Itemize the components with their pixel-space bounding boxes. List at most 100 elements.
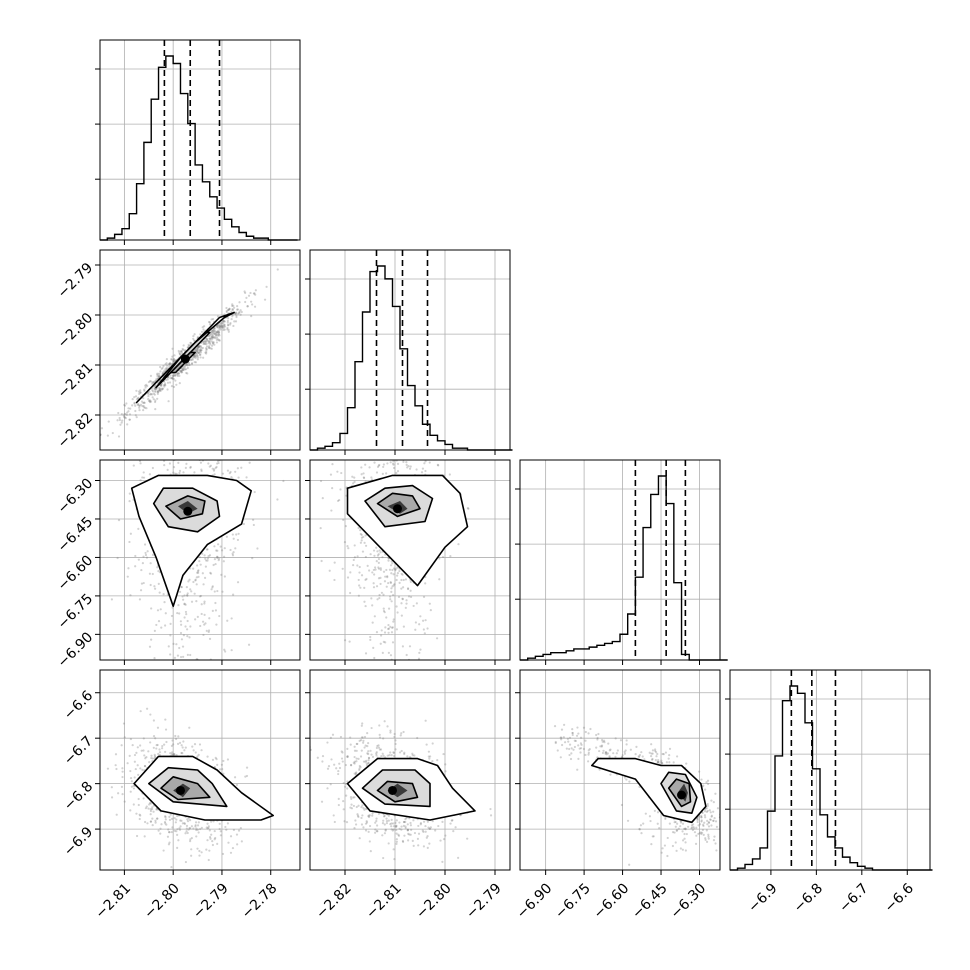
sample-point [205, 548, 209, 551]
sample-point [360, 736, 364, 739]
sample-point [367, 756, 371, 759]
sample-point [383, 631, 387, 634]
contour-line-1 [364, 484, 434, 528]
sample-point [205, 411, 207, 413]
sample-point [391, 626, 394, 629]
sample-point [134, 565, 137, 568]
sample-point [182, 367, 186, 370]
sample-point [391, 641, 395, 644]
sample-point [367, 759, 370, 762]
sample-point [190, 362, 194, 365]
sample-point [143, 388, 146, 391]
sample-point [186, 619, 189, 623]
sample-point [390, 600, 393, 603]
sample-point [120, 744, 123, 747]
sample-point [134, 409, 137, 413]
sample-point [429, 609, 432, 612]
sample-point [239, 827, 242, 830]
sample-point [139, 391, 142, 394]
sample-point [142, 397, 145, 400]
sample-point [182, 740, 185, 743]
sample-point [206, 557, 210, 560]
sample-point [231, 315, 234, 318]
sample-point [149, 813, 152, 816]
sample-point [373, 573, 376, 576]
sample-point [217, 331, 220, 334]
sample-point [379, 634, 383, 637]
sample-point [356, 814, 360, 817]
sample-point [199, 333, 202, 336]
sample-point [449, 313, 451, 315]
sample-point [200, 612, 203, 616]
sample-point [220, 324, 223, 327]
sample-point [356, 742, 359, 746]
sample-point [450, 819, 453, 822]
sample-point [200, 443, 202, 445]
sample-point [137, 404, 141, 407]
sample-point [186, 628, 189, 631]
sample-point [366, 564, 369, 568]
histogram-frame [729, 669, 931, 871]
sample-point [660, 761, 663, 764]
sample-point [125, 402, 128, 405]
sample-point [384, 439, 386, 441]
sample-point [357, 815, 360, 819]
sample-point [225, 455, 227, 457]
sample-point [159, 608, 162, 611]
sample-point [234, 312, 238, 315]
sample-point [387, 673, 389, 675]
sample-point [707, 837, 710, 840]
sample-point [154, 819, 157, 822]
sample-point [342, 808, 345, 811]
sample-point [199, 594, 203, 598]
sample-point [449, 555, 452, 558]
sample-point [185, 371, 188, 375]
sample-point [417, 832, 421, 835]
sample-point [373, 566, 377, 569]
sample-point [215, 465, 218, 469]
sample-point [185, 830, 188, 833]
sample-point [176, 374, 179, 378]
sample-point [369, 849, 372, 853]
sample-point [379, 582, 382, 586]
sample-point [398, 581, 401, 584]
sample-point [217, 557, 221, 560]
sample-point [399, 734, 402, 737]
sample-point [355, 760, 358, 763]
sample-point [154, 737, 157, 740]
sample-point [392, 751, 396, 754]
sample-point [408, 833, 411, 836]
sample-point [211, 330, 214, 333]
sample-point [362, 476, 365, 479]
sample-point [432, 735, 434, 737]
sample-point [360, 574, 364, 577]
sample-point [163, 385, 166, 388]
sample-point [162, 441, 164, 443]
sample-point [418, 651, 421, 654]
sample-point [189, 359, 193, 362]
sample-point [182, 634, 185, 637]
sample-point [175, 818, 178, 821]
sample-point [372, 586, 376, 589]
sample-point [182, 431, 184, 433]
sample-point [386, 725, 389, 728]
sample-point [346, 755, 349, 758]
sample-point [390, 456, 392, 458]
sample-point [150, 607, 153, 610]
sample-point [364, 829, 368, 832]
sample-point [668, 822, 671, 825]
sample-point [143, 835, 146, 838]
sample-point [361, 550, 365, 553]
sample-point [208, 617, 211, 620]
sample-point [178, 471, 181, 475]
sample-point [367, 830, 370, 833]
sample-point [211, 586, 214, 589]
sample-point [457, 856, 460, 859]
sample-point [389, 595, 392, 598]
sample-point [401, 573, 404, 576]
sample-point [158, 386, 161, 389]
sample-point [236, 843, 239, 846]
sample-point [236, 581, 240, 584]
sample-point [217, 326, 220, 329]
sample-point [265, 285, 268, 288]
